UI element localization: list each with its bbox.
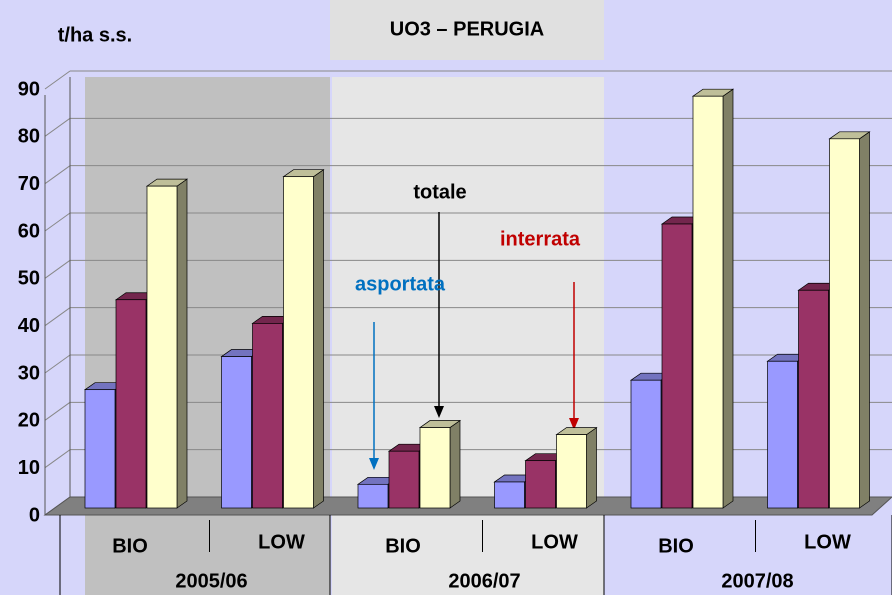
annotation: totale [413, 181, 466, 203]
bar-side [449, 419, 461, 509]
bar-front [84, 389, 116, 509]
grid-line [44, 307, 71, 327]
bar-front [115, 299, 147, 509]
x-tick-label: BIO [385, 535, 421, 557]
bar [145, 178, 189, 509]
arrow-head [569, 418, 579, 430]
bar-front [798, 289, 829, 509]
bar-side [722, 88, 734, 509]
bar-front [357, 483, 389, 509]
grid-line [44, 449, 71, 469]
chart-title: UO3 – PERUGIA [390, 18, 544, 40]
bar [282, 168, 325, 509]
bar-front [388, 450, 420, 509]
bar [691, 88, 735, 509]
bar-front [221, 356, 252, 509]
grid-line [44, 401, 71, 421]
y-tick-label: 10 [18, 457, 40, 479]
group-label: 2005/06 [175, 570, 247, 592]
x-tick-label: BIO [112, 535, 148, 557]
x-tick-label: LOW [258, 531, 305, 553]
grid-line [44, 259, 71, 279]
bar-front [283, 176, 314, 509]
y-tick-label: 70 [18, 173, 40, 195]
y-axis-label: t/ha s.s. [58, 24, 132, 46]
panel-2006 [332, 77, 604, 595]
y-tick-label: 80 [18, 126, 40, 148]
grid-line [44, 70, 71, 90]
y-tick-label: 20 [18, 410, 40, 432]
bar-front [494, 481, 525, 509]
grid-line [44, 212, 71, 232]
y-tick-label: 0 [29, 504, 40, 526]
bar-front [146, 185, 178, 509]
arrow-head [369, 458, 379, 470]
group-label: 2007/08 [721, 570, 793, 592]
y-tick-label: 60 [18, 220, 40, 242]
bar-side [313, 168, 324, 509]
bar-front [767, 360, 798, 509]
y-tick-label: 40 [18, 315, 40, 337]
annotation-arrows [369, 212, 579, 470]
bar-front [829, 138, 860, 509]
bar-front [630, 379, 662, 509]
bar-side [176, 178, 188, 509]
bar [555, 426, 598, 509]
annotation: asportata [355, 273, 446, 295]
arrow-head [434, 406, 444, 418]
bar-front [661, 223, 693, 509]
y-tick-label: 50 [18, 268, 40, 290]
bar-side [586, 426, 597, 509]
grid-line [44, 165, 71, 185]
bar-front [556, 434, 587, 509]
bar [418, 419, 462, 509]
title-box [330, 0, 604, 60]
grid-line [44, 354, 71, 374]
x-tick-label: LOW [804, 531, 851, 553]
x-tick-label: BIO [658, 535, 694, 557]
group-label: 2006/07 [448, 570, 520, 592]
bar-front [525, 460, 556, 509]
bar [828, 131, 871, 509]
bar-side [859, 131, 870, 509]
x-tick-label: LOW [531, 531, 578, 553]
bar-front [692, 95, 724, 509]
y-tick-label: 30 [18, 362, 40, 384]
bar-front [252, 323, 283, 509]
annotation: interrata [500, 228, 581, 250]
bar-front [419, 427, 451, 509]
y-tick-label: 90 [18, 78, 40, 100]
grid [44, 70, 892, 516]
grid-line [44, 117, 71, 137]
